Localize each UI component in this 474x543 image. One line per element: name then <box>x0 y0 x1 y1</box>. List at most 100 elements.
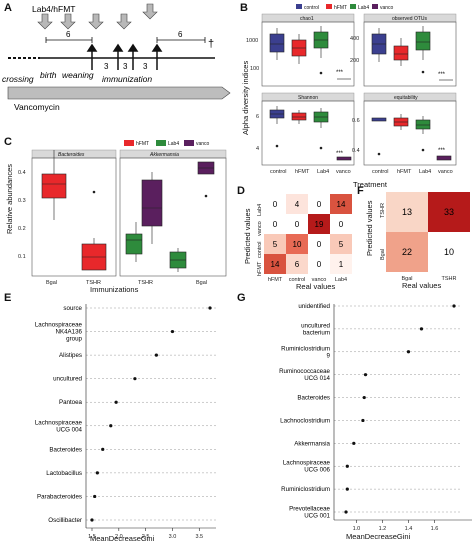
x-tick-label: 1.5 <box>88 534 96 540</box>
svg-text:19: 19 <box>315 220 324 229</box>
feature-label: Oscillibacter <box>48 517 82 524</box>
panel-letter-a: A <box>4 2 12 14</box>
importance-dot <box>133 377 137 381</box>
label-crossing: crossing <box>2 74 34 84</box>
svg-text:Lab4: Lab4 <box>257 204 263 216</box>
importance-chart-e: source Lachnospiraceae NK4A136 group Alistip… <box>35 304 216 543</box>
svg-text:TSHR: TSHR <box>86 280 101 286</box>
confusion-matrix-4class: Predicted values Lab4 vanco control hFMT… <box>243 194 352 290</box>
otu-boxes <box>371 26 453 81</box>
svg-text:hFMT: hFMT <box>268 277 283 283</box>
svg-text:0: 0 <box>339 220 344 229</box>
matrix-f-values: 13 33 22 10 <box>402 207 454 257</box>
interval-3-b: 3 <box>123 62 128 71</box>
panel-f-ylabel: Predicted values <box>365 200 374 256</box>
x-tick-label: 3.5 <box>195 534 203 540</box>
svg-text:6: 6 <box>295 260 300 269</box>
x-tick-label: 2.5 <box>142 534 150 540</box>
svg-text:5: 5 <box>273 240 278 249</box>
svg-text:0.3: 0.3 <box>18 198 26 204</box>
svg-text:Bgal: Bgal <box>380 249 386 260</box>
svg-text:0.1: 0.1 <box>18 254 26 260</box>
e-rows: source Lachnospiraceae NK4A136 group Alistip… <box>35 305 216 524</box>
svg-text:0.4: 0.4 <box>352 148 360 154</box>
importance-dot <box>452 304 456 308</box>
panel-b-ylabel: Alpha diversity indices <box>241 61 250 135</box>
feature-label: Lachnospiraceae UCG 006 <box>283 460 331 474</box>
x-tick-label: 2.0 <box>115 534 123 540</box>
svg-text:5: 5 <box>339 240 344 249</box>
matrix-d-cells <box>264 194 352 274</box>
x-tick-label: 1.0 <box>353 526 361 532</box>
label-vancomycin: Vancomycin <box>14 102 60 112</box>
g-rows: unidentified uncultured bacterium Ruminiclo… <box>279 303 460 520</box>
equitability-boxes <box>371 114 452 161</box>
timeline-figure: Lab4/hFMT † 6 6 3 3 3 crossing birth wea… <box>2 3 231 112</box>
relative-abundance-chart: hFMT Lab4 vanco Relative abundances Immu… <box>5 140 227 294</box>
panel-g-xlabel: MeanDecreaseGini <box>346 532 411 541</box>
svg-text:22: 22 <box>402 247 412 257</box>
svg-text:control: control <box>257 241 263 258</box>
feature-label: Ruminiclostridium <box>281 486 330 493</box>
x-tick-label: 1.6 <box>431 526 439 532</box>
importance-dot <box>90 518 94 522</box>
confusion-matrix-2class: Predicted values TSHR Bgal 13 33 22 10 B… <box>365 192 470 290</box>
shannon-boxes <box>269 106 352 161</box>
panel-f-xlabel: Real values <box>402 281 441 290</box>
svg-text:vanco: vanco <box>336 169 351 175</box>
importance-dot <box>109 424 113 428</box>
shannon-significance: *** <box>336 151 344 157</box>
alpha-diversity-chart: control hFMT Lab4 vanco Alpha diversity … <box>241 4 457 189</box>
interval-6-last: 6 <box>178 30 183 39</box>
svg-text:Lab4: Lab4 <box>419 169 431 175</box>
immunization-arrows <box>86 43 163 70</box>
svg-text:control: control <box>289 277 306 283</box>
svg-text:1000: 1000 <box>246 38 258 44</box>
panel-e-xlabel: MeanDecreaseGini <box>90 534 155 543</box>
importance-dot <box>114 400 118 404</box>
x-tick-label: 1.4 <box>405 526 413 532</box>
feature-label: unidentified <box>298 303 330 310</box>
otu-significance: *** <box>438 72 446 78</box>
equitability-significance: *** <box>438 148 446 154</box>
svg-text:6: 6 <box>256 114 259 120</box>
panel-c-ylabel: Relative abundances <box>5 164 14 234</box>
dagger: † <box>208 38 214 50</box>
importance-dot <box>170 329 175 334</box>
feature-label: Lactobacillus <box>46 470 82 477</box>
importance-dot <box>95 471 99 475</box>
svg-text:hFMT: hFMT <box>334 5 347 11</box>
svg-text:14: 14 <box>271 260 280 269</box>
svg-text:10: 10 <box>444 247 454 257</box>
interval-3-a: 3 <box>104 62 109 71</box>
matrix-f-cells <box>386 192 470 272</box>
svg-text:control: control <box>372 169 389 175</box>
feature-label: Ruminococcaceae UCG 014 <box>279 368 330 382</box>
panel-d-ylabel: Predicted values <box>243 208 252 264</box>
svg-text:control: control <box>270 169 287 175</box>
label-birth: birth <box>40 70 57 80</box>
svg-text:4: 4 <box>295 200 300 209</box>
svg-text:Bgal: Bgal <box>196 280 207 286</box>
importance-dot <box>208 306 212 310</box>
feature-label: Pantoea <box>59 399 83 406</box>
importance-dot <box>406 350 411 354</box>
x-tick-label: 3.0 <box>169 534 177 540</box>
bacteroides-boxes <box>41 150 107 271</box>
facet-akkermansia: Akkermansia <box>149 152 179 158</box>
svg-text:13: 13 <box>402 207 412 217</box>
svg-text:10: 10 <box>293 240 302 249</box>
gavage-arrows <box>37 3 158 30</box>
feature-label: uncultured bacterium <box>301 322 330 336</box>
panel-c-legend: hFMT Lab4 vanco <box>124 140 210 147</box>
panel-letter-d: D <box>237 185 245 197</box>
interval-3-c: 3 <box>143 62 148 71</box>
svg-text:0.4: 0.4 <box>18 170 26 176</box>
feature-label: Ruminiclostridium 9 <box>281 345 330 359</box>
feature-label: Akkermansia <box>294 440 330 447</box>
feature-label: Lachnospiraceae UCG 004 <box>35 419 83 433</box>
x-tick-label: 1.2 <box>379 526 387 532</box>
panel-letter-g: G <box>237 292 246 304</box>
svg-text:vanco: vanco <box>380 5 394 11</box>
svg-text:TSHR: TSHR <box>380 203 386 218</box>
